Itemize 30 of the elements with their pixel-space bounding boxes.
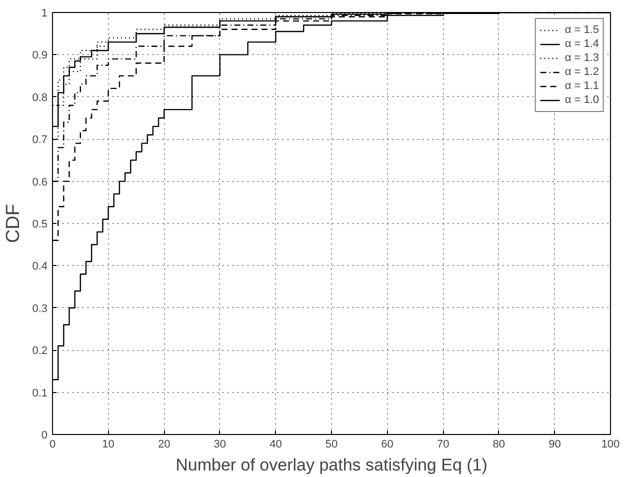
y-tick-label: 0.1 <box>32 387 48 400</box>
x-tick-label: 100 <box>601 438 620 450</box>
x-tick-label: 30 <box>214 438 226 450</box>
y-tick-label: 0.8 <box>32 92 48 104</box>
y-tick-label: 0.7 <box>32 134 48 146</box>
x-tick-label: 20 <box>158 438 170 450</box>
legend-label: α = 1.5 <box>564 23 599 37</box>
y-axis-title: CDF <box>3 204 24 244</box>
x-tick-label: 50 <box>325 438 338 450</box>
y-tick-label: 0.4 <box>32 260 48 273</box>
legend-label: α = 1.0 <box>564 93 599 107</box>
y-tick-label: 0.2 <box>32 345 48 358</box>
x-tick-label: 40 <box>270 438 282 450</box>
y-tick-label: 0.6 <box>32 176 48 188</box>
x-tick-label: 80 <box>492 438 506 450</box>
x-tick-label: 0 <box>49 438 56 450</box>
y-tick-label: 1 <box>41 8 48 20</box>
legend-label: α = 1.4 <box>564 37 599 51</box>
legend-label: α = 1.3 <box>564 51 599 65</box>
y-tick-label: 0.5 <box>32 218 48 230</box>
y-tick-label: 0 <box>41 430 48 442</box>
x-tick-label: 60 <box>381 438 394 450</box>
x-tick-label: 10 <box>102 438 114 450</box>
legend-label: α = 1.2 <box>564 65 599 79</box>
y-tick-label: 0.9 <box>32 50 48 62</box>
x-tick-label: 70 <box>436 438 450 450</box>
y-tick-label: 0.3 <box>32 302 48 315</box>
x-tick-label: 90 <box>548 438 561 450</box>
legend-label: α = 1.1 <box>564 79 599 93</box>
x-axis-title: Number of overlay paths satisfying Eq (1) <box>176 456 488 474</box>
